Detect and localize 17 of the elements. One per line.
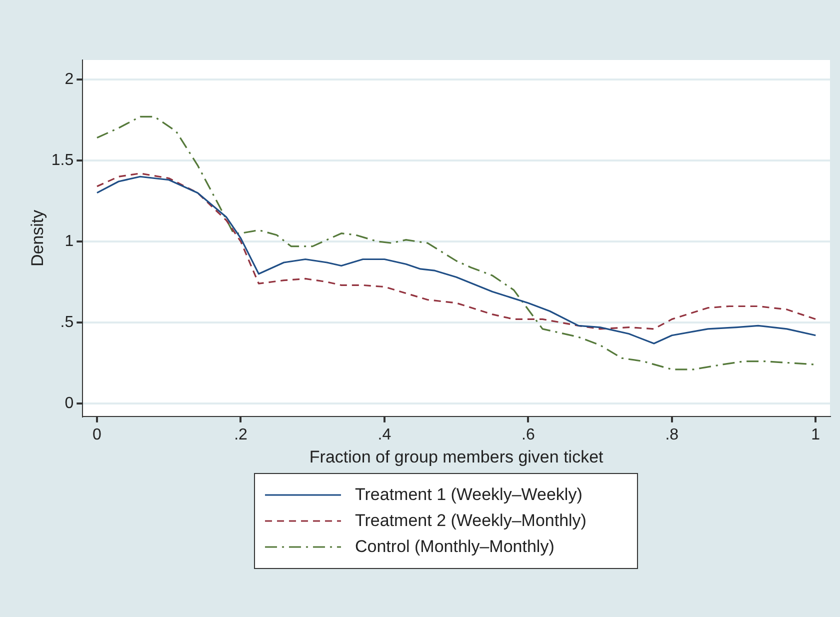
- x-tick-label: 0: [92, 426, 102, 444]
- y-tick-label: 1: [64, 232, 74, 250]
- x-tick-label: .8: [665, 426, 679, 444]
- x-tick-label: .6: [522, 426, 535, 444]
- line-series: [96, 116, 816, 370]
- legend-label: Treatment 2 (Weekly–Monthly): [355, 511, 586, 531]
- y-tick-label: 1.5: [51, 152, 74, 169]
- y-axis-title: Density: [28, 209, 47, 267]
- x-tick-label: .4: [378, 426, 392, 444]
- x-tick-label: 1: [811, 426, 820, 444]
- y-tick-label: 2: [64, 70, 74, 88]
- y-tick-label: .5: [60, 314, 74, 331]
- legend-label: Treatment 1 (Weekly–Weekly): [355, 485, 582, 505]
- x-axis-title: Fraction of group members given ticket: [309, 447, 604, 466]
- x-tick-label: .2: [234, 426, 248, 444]
- legend-label: Control (Monthly–Monthly): [355, 537, 554, 557]
- y-tick-label: 0: [64, 394, 74, 412]
